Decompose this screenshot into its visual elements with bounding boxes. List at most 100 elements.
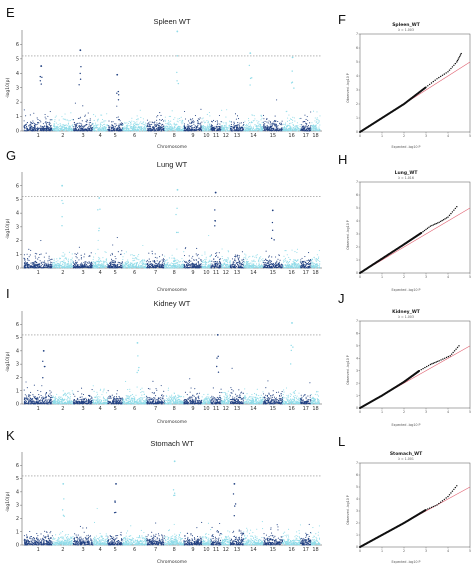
snp-point [222, 127, 225, 129]
snp-point [46, 127, 49, 129]
snp-point [286, 125, 288, 127]
snp-point [140, 260, 143, 262]
snp-point [233, 265, 235, 267]
snp-point [108, 267, 110, 269]
snp-point [148, 129, 150, 131]
snp-point [209, 264, 211, 266]
snp-point [177, 118, 179, 120]
snp-point [255, 263, 258, 265]
snp-point [49, 119, 51, 121]
snp-point [121, 127, 123, 129]
snp-point [127, 259, 129, 261]
snp-point [209, 259, 211, 261]
snp-point [98, 264, 100, 266]
snp-point [181, 261, 184, 263]
snp-point [125, 266, 127, 268]
snp-point [86, 130, 88, 132]
snp-point [139, 127, 141, 129]
snp-point [227, 262, 229, 264]
chromosome-tick-label: 12 [223, 270, 229, 276]
chromosome-band-5 [107, 105, 124, 132]
snp-point [44, 116, 46, 118]
peak-snp-point [79, 49, 82, 52]
snp-point [98, 260, 100, 262]
snp-point [197, 118, 199, 120]
snp-point [161, 127, 163, 129]
y-tick-label: 1 [16, 114, 19, 120]
snp-point [249, 267, 251, 269]
snp-point [166, 262, 168, 264]
snp-point [71, 127, 73, 129]
snp-point [307, 129, 309, 131]
snp-point [137, 255, 139, 257]
snp-point [53, 265, 55, 267]
snp-point [45, 252, 47, 254]
snp-point [215, 264, 217, 266]
snp-point [45, 266, 47, 268]
snp-point [254, 256, 256, 258]
snp-point [94, 262, 96, 265]
snp-point [297, 125, 299, 127]
snp-point [197, 122, 199, 124]
snp-point [42, 123, 44, 125]
snp-point [258, 259, 260, 261]
snp-point [112, 267, 114, 269]
snp-point [246, 264, 248, 266]
snp-point [247, 267, 250, 269]
snp-point [88, 261, 90, 263]
snp-point [89, 118, 91, 120]
snp-point [150, 266, 152, 269]
snp-point [119, 127, 121, 129]
snp-point [213, 129, 216, 131]
snp-point [79, 122, 81, 124]
snp-point [157, 129, 159, 131]
snp-point [183, 128, 185, 130]
chromosome-band-3 [72, 102, 94, 132]
snp-point [107, 265, 109, 267]
snp-point [310, 129, 312, 131]
snp-point [106, 261, 108, 263]
snp-point [181, 123, 183, 125]
snp-point [159, 264, 161, 266]
snp-point [276, 129, 278, 131]
snp-point [235, 127, 237, 129]
snp-point [196, 125, 198, 128]
snp-point [137, 265, 140, 267]
chromosome-tick-label: 8 [173, 270, 176, 276]
snp-point [64, 128, 66, 130]
snp-point [156, 122, 158, 124]
snp-point [100, 114, 102, 116]
snp-point [245, 129, 247, 131]
snp-point [152, 260, 154, 262]
snp-point [262, 260, 264, 262]
snp-point [245, 256, 247, 258]
snp-point [78, 246, 80, 248]
snp-point [125, 263, 127, 265]
snp-point [289, 125, 291, 127]
snp-point [218, 128, 220, 130]
manhattan-title-lung: Lung WT [157, 160, 188, 169]
snp-point [267, 129, 269, 131]
snp-point [241, 261, 243, 263]
snp-point [161, 123, 163, 125]
snp-point [92, 126, 95, 128]
snp-point [249, 255, 251, 257]
snp-point [56, 125, 58, 127]
snp-point [47, 260, 49, 262]
snp-point [198, 257, 200, 259]
snp-point [128, 128, 130, 130]
snp-point [310, 111, 312, 113]
snp-point [206, 126, 208, 129]
snp-point [123, 130, 125, 132]
snp-point [30, 262, 32, 264]
snp-point [241, 267, 243, 269]
snp-point [84, 253, 86, 255]
snp-point [164, 119, 166, 121]
snp-point [242, 263, 244, 265]
snp-point [39, 264, 41, 266]
snp-point [159, 123, 161, 125]
snp-point [208, 260, 210, 263]
snp-point [243, 259, 245, 261]
snp-point [166, 130, 168, 132]
snp-point [85, 129, 87, 132]
